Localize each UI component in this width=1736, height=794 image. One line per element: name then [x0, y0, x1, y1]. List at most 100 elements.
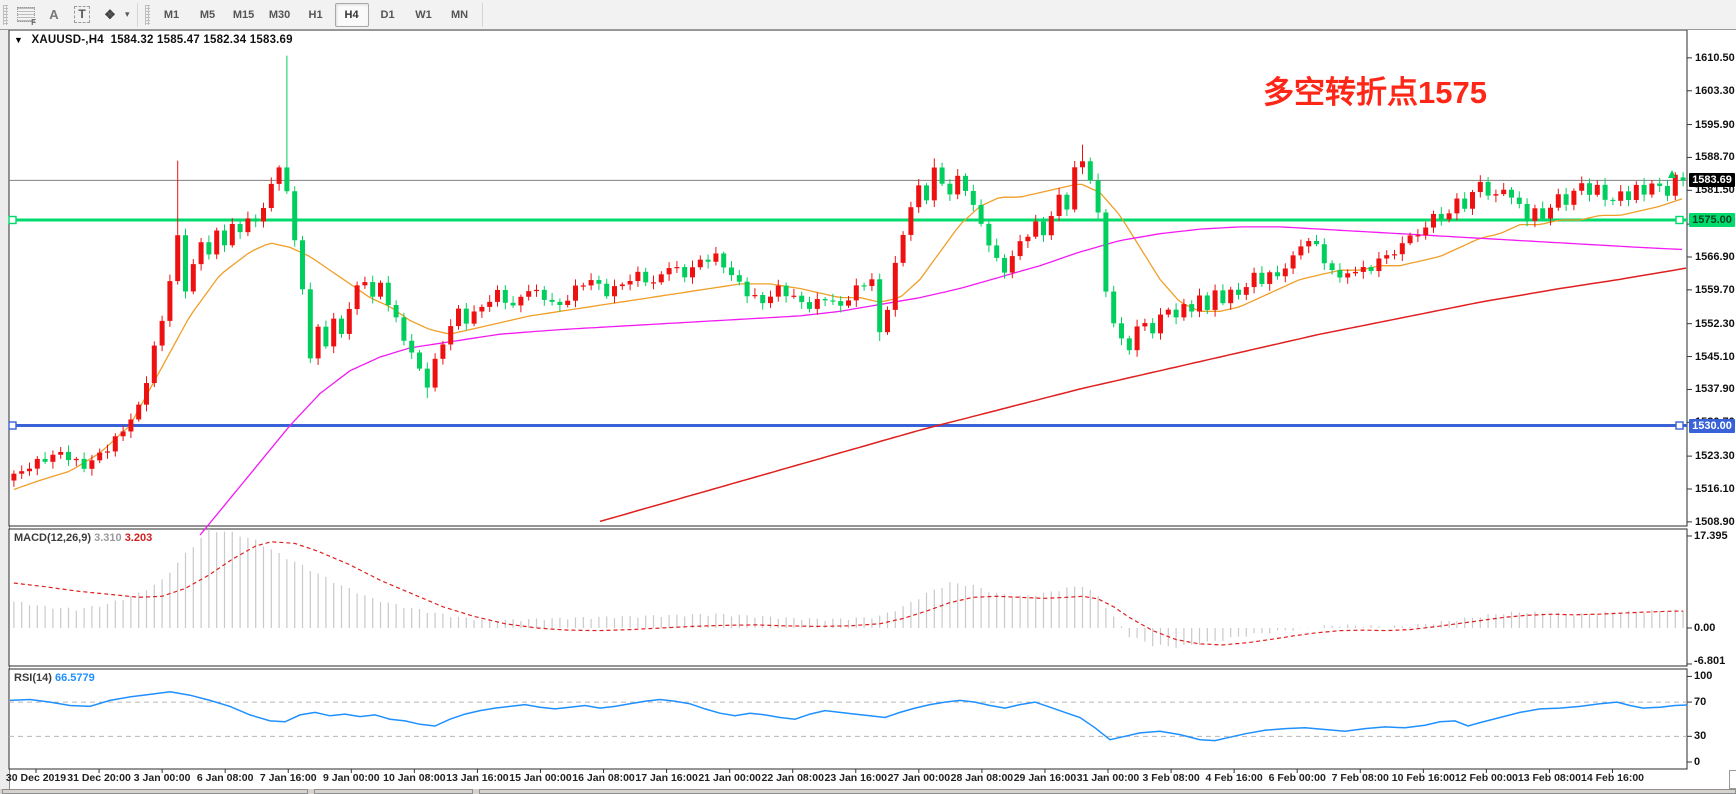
candle-body: [432, 358, 438, 388]
candle-body: [175, 235, 181, 282]
candle-body: [1064, 194, 1070, 210]
candle-body: [339, 318, 344, 334]
candle-body: [1150, 323, 1156, 334]
timeframe-button-M15[interactable]: M15: [232, 8, 255, 21]
candle-body: [1360, 267, 1366, 272]
candle-body: [549, 299, 555, 302]
macd-label: MACD(12,26,9) 3.310 3.203: [14, 532, 153, 544]
tick-arrow-icon: [1668, 170, 1676, 178]
candle-body: [994, 245, 1000, 258]
toolbar-grip[interactable]: [3, 4, 8, 25]
bottom-tab-segment[interactable]: [2, 789, 308, 794]
candle-body: [931, 167, 937, 201]
candle-body: [159, 320, 165, 346]
grid-f-icon: F: [17, 7, 36, 27]
price-tick-label: 1581.50: [1695, 184, 1735, 197]
candle-body: [11, 473, 17, 481]
timeframe-button-M1[interactable]: M1: [163, 8, 180, 21]
candle-body: [838, 301, 844, 306]
price-tick-label: 1552.30: [1695, 317, 1735, 330]
rsi-line: [9, 691, 1688, 742]
date-tick-label: 7 Feb 08:00: [1331, 772, 1389, 784]
candle-body: [1462, 198, 1468, 209]
timeframe-button-D1[interactable]: D1: [380, 8, 395, 21]
candle-body: [1181, 304, 1187, 318]
timeframe-button-H4[interactable]: H4: [334, 2, 369, 27]
chevron-down-icon[interactable]: ▾: [125, 9, 130, 19]
candle-body: [1680, 177, 1686, 181]
timeframe-button-H1[interactable]: H1: [308, 8, 323, 21]
candle-body: [315, 326, 321, 359]
timeframe-button-M30[interactable]: M30: [268, 8, 291, 21]
candle-body: [1025, 236, 1031, 242]
price-tick-label: 1537.90: [1695, 383, 1735, 396]
candle-body: [1220, 290, 1226, 304]
candle-body: [627, 280, 633, 285]
toolbar-grip-2[interactable]: [144, 4, 150, 25]
candle-body: [1540, 208, 1546, 219]
timeframe-button-MN[interactable]: MN: [450, 8, 469, 21]
date-tick-label: 6 Jan 08:00: [196, 772, 254, 784]
candle-body: [846, 300, 851, 306]
candle-body: [526, 291, 532, 297]
candle-body: [1321, 244, 1327, 264]
candle-body: [978, 204, 984, 224]
candle-body: [713, 253, 719, 262]
timeframe-button-M5[interactable]: M5: [199, 8, 216, 21]
candle-body: [651, 282, 656, 284]
toolbar-separator-2: [481, 2, 483, 27]
timeframe-button-W1[interactable]: W1: [415, 8, 432, 21]
candle-body: [1259, 272, 1265, 284]
support-line-1530-handle: [8, 421, 17, 430]
candle-body: [1633, 184, 1639, 200]
arrows-tool-button[interactable]: ❖: [97, 3, 123, 27]
candle-body: [1243, 287, 1249, 295]
candle-body: [768, 296, 773, 304]
date-tick-label: 10 Jan 08:00: [383, 772, 446, 784]
candle-body: [42, 458, 48, 462]
bottom-tab-segment[interactable]: [479, 789, 1736, 794]
candle-body: [1477, 181, 1483, 193]
chart-grid-tool-button[interactable]: F: [13, 3, 39, 27]
candle-body: [378, 282, 383, 297]
candle-body: [1306, 240, 1312, 247]
candle-body: [1602, 184, 1608, 200]
date-tick-label: 22 Jan 08:00: [761, 772, 824, 784]
candle-body: [963, 175, 968, 191]
candle-body: [1454, 198, 1460, 214]
candle-body: [89, 460, 95, 469]
candle-body: [1056, 194, 1062, 216]
candle-body: [1095, 180, 1101, 213]
candle-body: [284, 167, 290, 192]
candle-body: [666, 268, 672, 275]
candle-body: [658, 274, 664, 283]
candle-body: [300, 240, 305, 290]
expander-triangle-icon[interactable]: ▼: [14, 35, 24, 45]
date-tick-label: 13 Feb 08:00: [1517, 772, 1581, 784]
candle-body: [1587, 183, 1592, 195]
text-box-tool-button[interactable]: T: [69, 3, 95, 27]
candle-body: [1158, 314, 1163, 334]
bottom-tab-segment[interactable]: [314, 789, 473, 794]
candle-body: [1392, 254, 1397, 256]
candle-body: [487, 301, 493, 307]
candle-body: [354, 285, 360, 309]
candle-body: [908, 207, 914, 235]
candle-body: [1672, 174, 1678, 196]
candle-body: [892, 262, 898, 310]
candle-body: [807, 302, 812, 309]
toolbar: F A T ❖ ▾ M1 M5 M15 M30 H1 H4 D1 W1 MN: [0, 0, 1736, 30]
letter-a-icon: A: [49, 7, 59, 22]
text-label-tool-button[interactable]: A: [41, 3, 67, 27]
candle-body: [1298, 246, 1304, 256]
candle-body: [1501, 189, 1507, 195]
candle-body: [463, 308, 469, 324]
candle-body: [1009, 256, 1015, 273]
candle-body: [1314, 240, 1319, 245]
price-tick-label: 1610.50: [1695, 51, 1735, 64]
price-tick-label: 1566.90: [1695, 250, 1735, 263]
candle-body: [643, 271, 649, 283]
candle-body: [619, 284, 625, 287]
